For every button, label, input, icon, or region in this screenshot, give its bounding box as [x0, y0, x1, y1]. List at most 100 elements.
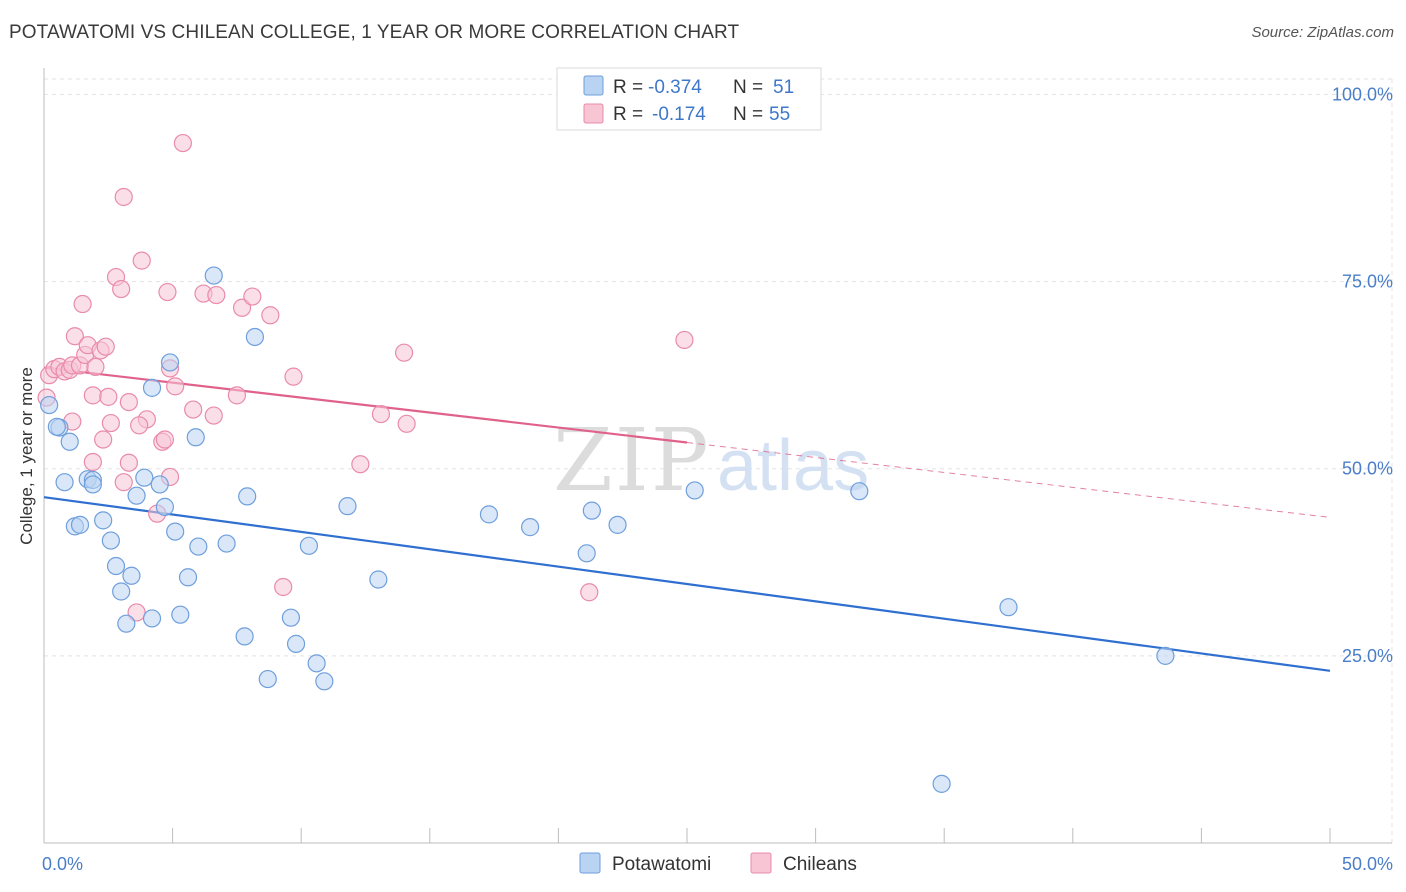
point-chileans [101, 413, 120, 433]
point-potawatomi [155, 497, 174, 516]
point-potawatomi [258, 669, 277, 689]
point-chileans [127, 603, 146, 622]
point-potawatomi [245, 327, 265, 347]
point-chileans [86, 357, 105, 377]
point-potawatomi [106, 556, 126, 576]
point-potawatomi [70, 515, 90, 534]
watermark: ZIP atlas [553, 411, 869, 511]
point-potawatomi [479, 505, 499, 524]
point-potawatomi [171, 605, 190, 624]
point-potawatomi [338, 497, 357, 516]
point-potawatomi [122, 566, 141, 585]
point-potawatomi [101, 531, 120, 550]
point-chileans [207, 285, 226, 305]
point-chileans [284, 367, 303, 386]
point-potawatomi [204, 266, 223, 285]
point-chileans [130, 416, 149, 435]
point-potawatomi [315, 672, 334, 691]
y-tick-label: 100.0% [1332, 84, 1393, 104]
legend: R = -0.374 N = 51 R = -0.174 N = 55 [556, 67, 822, 131]
point-potawatomi [369, 570, 388, 589]
point-chileans [96, 337, 115, 356]
point-potawatomi [521, 518, 540, 537]
point-potawatomi [112, 582, 131, 601]
point-potawatomi [307, 654, 326, 673]
point-potawatomi [577, 544, 596, 563]
point-potawatomi [127, 486, 146, 505]
point-chileans [158, 282, 177, 302]
point-potawatomi [40, 395, 59, 415]
point-potawatomi [850, 482, 869, 501]
point-potawatomi [150, 475, 169, 494]
axes-layer [43, 68, 1392, 844]
point-chileans [112, 279, 131, 299]
legend-swatch-chileans [583, 103, 604, 124]
point-chileans [261, 306, 280, 325]
point-chileans [204, 406, 223, 425]
watermark-zip: ZIP [553, 411, 711, 511]
point-potawatomi [217, 534, 236, 553]
points-layer [37, 133, 1175, 793]
point-chileans [99, 387, 118, 406]
legend-swatch-potawatomi [583, 75, 604, 96]
point-potawatomi [135, 468, 154, 487]
point-potawatomi [166, 522, 185, 541]
point-potawatomi [299, 536, 319, 555]
point-potawatomi [608, 515, 627, 534]
legend-r-label-2: R = [613, 104, 643, 125]
point-chileans [94, 430, 113, 449]
legend-n-value-2: 55 [769, 104, 790, 125]
point-chileans [83, 452, 102, 472]
point-chileans [119, 392, 138, 412]
legend-n-label-2: N = [733, 104, 763, 125]
point-chileans [227, 386, 246, 405]
point-chileans [83, 386, 102, 405]
trend-line-potawatomi [43, 496, 1331, 672]
point-chileans [119, 453, 138, 472]
point-potawatomi [582, 501, 601, 520]
point-chileans [580, 583, 599, 602]
bottom-legend: Potawatomi Chileans [579, 852, 857, 875]
bottom-legend-swatch-potawatomi [579, 852, 601, 874]
point-potawatomi [117, 614, 136, 633]
point-potawatomi [160, 353, 180, 372]
point-potawatomi [142, 378, 162, 397]
point-chileans [132, 251, 151, 270]
legend-n-label-1: N = [733, 77, 763, 98]
point-potawatomi [1156, 646, 1175, 665]
point-chileans [394, 343, 414, 362]
trend-line-chileans-extension [686, 442, 1331, 518]
point-chileans [184, 400, 203, 419]
point-chileans [274, 577, 293, 597]
point-chileans [114, 473, 133, 492]
point-chileans [65, 327, 84, 346]
point-potawatomi [142, 609, 162, 628]
point-chileans [675, 330, 694, 350]
y-tick-label: 75.0% [1342, 272, 1393, 292]
chart-source: Source: ZipAtlas.com [1251, 24, 1394, 41]
legend-r-value-1: -0.374 [648, 77, 702, 98]
point-chileans [232, 298, 252, 317]
point-potawatomi [685, 481, 704, 500]
legend-r-value-2: -0.174 [652, 104, 706, 125]
point-chileans [73, 294, 92, 314]
bottom-legend-label-potawatomi: Potawatomi [612, 854, 711, 875]
point-chileans [397, 414, 416, 433]
point-chileans [351, 455, 370, 474]
point-potawatomi [83, 475, 102, 494]
y-axis-label: College, 1 year or more [17, 367, 36, 545]
point-chileans [173, 133, 192, 153]
point-potawatomi [47, 417, 66, 436]
point-potawatomi [186, 428, 205, 447]
point-chileans [371, 404, 391, 424]
point-potawatomi [235, 627, 254, 646]
point-potawatomi [55, 473, 74, 492]
point-potawatomi [189, 537, 208, 556]
watermark-atlas: atlas [717, 426, 869, 506]
point-potawatomi [286, 634, 306, 653]
legend-n-value-1: 51 [773, 77, 794, 98]
point-potawatomi [238, 487, 257, 506]
point-potawatomi [999, 598, 1018, 617]
x-tick-label: 0.0% [42, 854, 83, 874]
